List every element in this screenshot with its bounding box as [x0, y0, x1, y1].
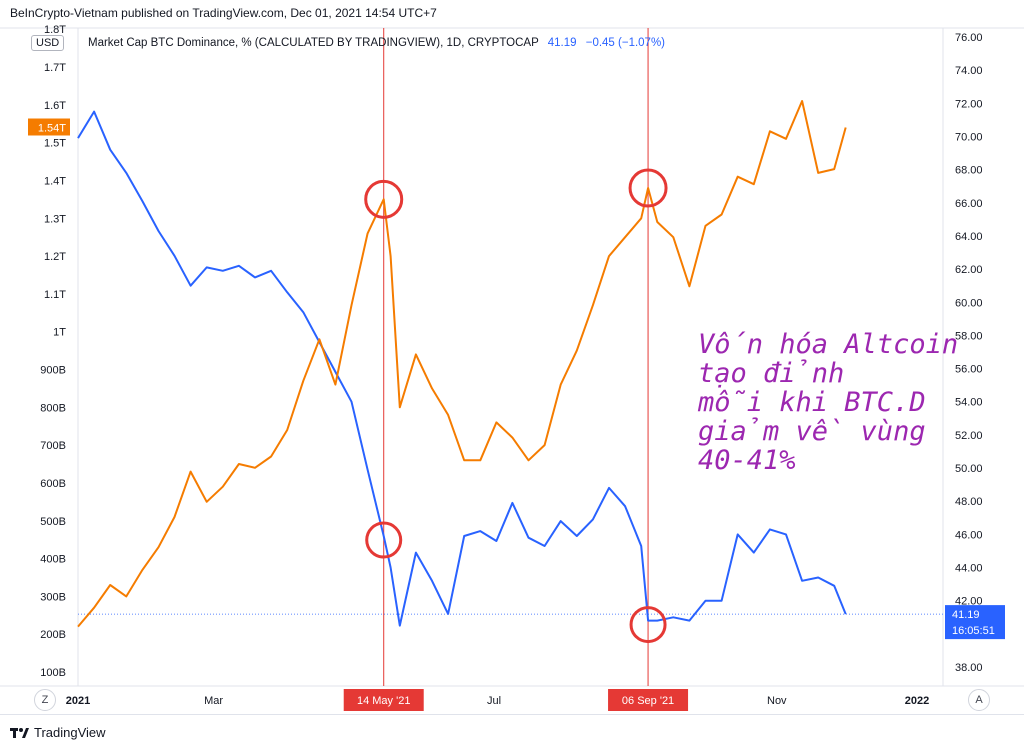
left-axis-tick: 600B	[40, 478, 66, 490]
right-axis-tick: 48.00	[955, 496, 983, 508]
right-axis-tick: 42.00	[955, 596, 983, 608]
left-axis-tick: 900B	[40, 365, 66, 377]
right-axis-tick: 58.00	[955, 330, 983, 342]
right-axis-tick: 56.00	[955, 364, 983, 376]
right-axis-tick: 74.00	[955, 65, 983, 77]
right-axis-tick: 72.00	[955, 98, 983, 110]
publisher-caption: BeInCrypto-Vietnam published on TradingV…	[10, 6, 437, 20]
x-axis-tick: 2021	[66, 695, 90, 707]
left-axis-tick: 800B	[40, 402, 66, 414]
btc-dominance-line	[77, 110, 847, 627]
right-axis-tick: 46.00	[955, 529, 983, 541]
x-axis-tick: Nov	[767, 695, 787, 707]
legend-value: 41.19	[547, 37, 577, 49]
trough-marker-circle	[629, 606, 667, 644]
left-axis-tick: 200B	[40, 629, 66, 641]
left-axis-tick: 100B	[40, 667, 66, 679]
axis-labels: 1.54T 41.19 16:05:51 14 May '21 06 Sep '21	[28, 118, 1005, 711]
annotation-line: 40-41%	[698, 445, 796, 476]
x-axis-tick: Jul	[487, 695, 501, 707]
highlight-date-label-bg	[343, 689, 424, 711]
annotation-text: Vốn hóa Altcoin tạo đỉnh mỗi khi BTC.D g…	[698, 330, 958, 475]
current-dominance-label: 41.19	[952, 609, 980, 621]
left-axis-tick: 1.6T	[44, 100, 66, 112]
currency-selector[interactable]: USD	[31, 35, 65, 51]
left-axis-tick: 1T	[53, 327, 66, 339]
current-dominance-label-bg	[945, 605, 1005, 640]
left-axis: 100B 200B 300B 400B 500B 600B 700B 800B 900B 1T 1.…	[40, 24, 66, 679]
right-axis-tick: 66.00	[955, 198, 983, 210]
legend-title: Market Cap BTC Dominance, % (CALCULATED …	[88, 37, 539, 49]
auto-scale-button[interactable]: A	[968, 689, 990, 711]
left-axis-tick: 1.1T	[44, 289, 66, 301]
right-axis-tick: 50.00	[955, 463, 983, 475]
x-axis-tick: 2022	[905, 695, 929, 707]
left-axis-tick: 500B	[40, 516, 66, 528]
grid-lines	[0, 27, 1024, 687]
right-axis-tick: 70.00	[955, 131, 983, 143]
peak-marker-circle	[364, 179, 404, 219]
left-axis-tick: 400B	[40, 554, 66, 566]
right-axis-tick: 60.00	[955, 297, 983, 309]
footer-divider	[0, 714, 1024, 715]
left-axis-tick: 1.3T	[44, 213, 66, 225]
right-axis-tick: 68.00	[955, 165, 983, 177]
left-axis-tick: 1.8T	[44, 24, 66, 36]
annotation-line: mỗi khi BTC.D	[698, 387, 926, 418]
highlight-date-label: 14 May '21	[357, 695, 410, 707]
left-axis-tick: 300B	[40, 591, 66, 603]
highlight-date-label-bg	[608, 689, 689, 711]
zoom-reset-button[interactable]: Z	[34, 689, 56, 711]
x-axis: 2021 Mar Jul Nov 2022	[66, 695, 929, 707]
left-axis-tick: 1.2T	[44, 251, 66, 263]
right-axis-tick: 76.00	[955, 32, 983, 44]
legend: Market Cap BTC Dominance, % (CALCULATED …	[88, 37, 665, 49]
x-axis-tick: Mar	[204, 695, 223, 707]
left-axis-tick: 700B	[40, 440, 66, 452]
right-axis: 38.0040.0042.0044.0046.0048.0050.0052.00…	[955, 32, 983, 674]
highlight-lines	[78, 28, 943, 686]
current-cap-label-bg	[28, 118, 70, 136]
annotation-line: Vốn hóa Altcoin	[698, 329, 959, 360]
left-axis-tick: 1.4T	[44, 175, 66, 187]
tradingview-logo-icon	[10, 726, 30, 740]
altcoin-cap-line	[77, 100, 847, 628]
right-axis-tick: 62.00	[955, 264, 983, 276]
tradingview-logo[interactable]: TradingView	[10, 725, 106, 740]
left-axis-tick: 1.5T	[44, 138, 66, 150]
right-axis-tick: 52.00	[955, 430, 983, 442]
trough-marker-circle	[365, 521, 403, 559]
annotation-line: giảm về vùng	[698, 416, 926, 447]
right-axis-tick: 38.00	[955, 662, 983, 674]
marker-circles	[364, 168, 668, 644]
right-axis-tick: 54.00	[955, 397, 983, 409]
highlight-date-label: 06 Sep '21	[622, 695, 674, 707]
annotation-line: tạo đỉnh	[698, 358, 845, 389]
tradingview-brand: TradingView	[34, 725, 106, 740]
right-axis-tick: 64.00	[955, 231, 983, 243]
current-cap-label: 1.54T	[38, 123, 66, 135]
left-axis-tick: 1.7T	[44, 62, 66, 74]
peak-marker-circle	[628, 168, 668, 208]
series-group	[77, 100, 847, 628]
countdown-label: 16:05:51	[952, 625, 995, 637]
legend-change: −0.45 (−1.07%)	[585, 37, 666, 49]
right-axis-tick: 44.00	[955, 563, 983, 575]
